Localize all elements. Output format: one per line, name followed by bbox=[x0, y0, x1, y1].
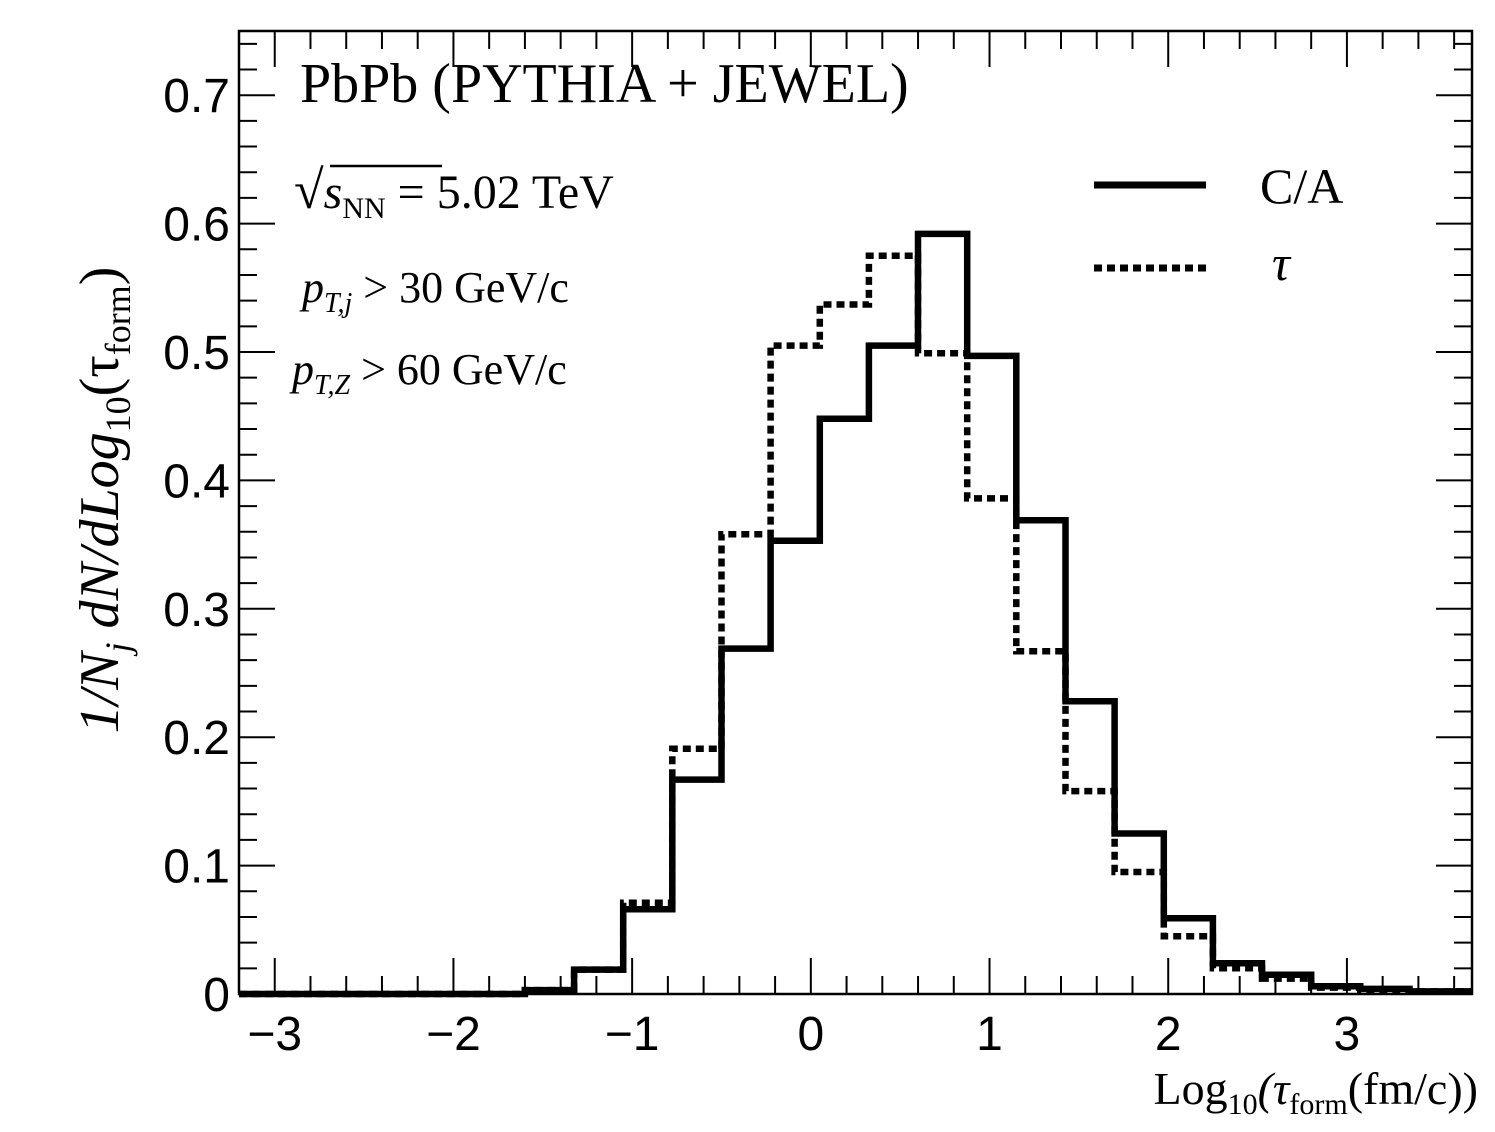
xlabel-sub-a: 10 bbox=[1228, 1088, 1258, 1121]
ptz-subscript: T,Z bbox=[314, 370, 350, 401]
x-tick-label: 0 bbox=[797, 1008, 824, 1061]
ptz-value: > 60 GeV/c bbox=[350, 345, 567, 394]
x-tick-label: −1 bbox=[605, 1008, 660, 1061]
y-tick-label: 0.2 bbox=[163, 712, 230, 765]
energy-variable: s bbox=[324, 166, 343, 219]
ptz-annotation: pT,Z > 60 GeV/c bbox=[289, 345, 567, 401]
xlabel-part-c: (fm/c)) bbox=[1348, 1063, 1478, 1114]
chart-title: PbPb (PYTHIA + JEWEL) bbox=[300, 53, 909, 115]
ptj-variable: p bbox=[299, 263, 324, 312]
x-axis-label: Log10(τform(fm/c)) bbox=[1154, 1063, 1479, 1121]
ylabel-sub-b: 10 bbox=[98, 396, 138, 432]
ylabel-part-c: (τ bbox=[69, 355, 131, 396]
ylabel-sub-a: j bbox=[98, 642, 138, 656]
ptj-subscript: T,j bbox=[324, 288, 352, 319]
y-tick-label: 0.6 bbox=[163, 199, 230, 252]
ptj-value: > 30 GeV/c bbox=[352, 263, 569, 312]
x-tick-label: 3 bbox=[1334, 1008, 1361, 1061]
series-layer bbox=[239, 230, 1472, 998]
xlabel-part-b: (τ bbox=[1258, 1063, 1291, 1114]
legend-label-tau: τ bbox=[1272, 235, 1292, 291]
x-tick-label: −2 bbox=[426, 1008, 481, 1061]
y-tick-labels: 0 0.1 0.2 0.3 0.4 0.5 0.6 0.7 bbox=[163, 70, 230, 1022]
series-line-ca bbox=[239, 230, 1472, 998]
ptz-variable: p bbox=[289, 345, 314, 394]
sqrt-symbol: √ bbox=[294, 160, 324, 220]
ylabel-sub-c: form bbox=[98, 285, 138, 355]
y-axis-label: 1/Nj dN/dLog10(τform) bbox=[69, 267, 138, 734]
ptj-annotation: pT,j > 30 GeV/c bbox=[299, 263, 569, 319]
legend: C/A τ bbox=[1094, 158, 1343, 291]
x-tick-label: −3 bbox=[247, 1008, 302, 1061]
y-tick-label: 0.1 bbox=[163, 841, 230, 894]
energy-subscript: NN bbox=[342, 192, 385, 225]
ylabel-part-a: 1/N bbox=[69, 650, 131, 734]
y-tick-label: 0.7 bbox=[163, 70, 230, 123]
xlabel-sub-b: form bbox=[1289, 1088, 1347, 1121]
energy-value: = 5.02 TeV bbox=[386, 166, 614, 219]
y-tick-label: 0.4 bbox=[163, 455, 230, 508]
legend-label-ca: C/A bbox=[1260, 158, 1343, 214]
plot-frame bbox=[237, 29, 1474, 996]
y-tick-label: 0 bbox=[203, 969, 230, 1022]
x-tick-labels: −3 −2 −1 0 1 2 3 bbox=[247, 1008, 1360, 1061]
xlabel-part-a: Log bbox=[1154, 1063, 1228, 1114]
ylabel-part-b: dN/dLog bbox=[69, 432, 131, 642]
y-tick-label: 0.5 bbox=[163, 327, 230, 380]
x-tick-label: 2 bbox=[1155, 1008, 1182, 1061]
x-tick-label: 1 bbox=[976, 1008, 1003, 1061]
energy-annotation: √sNN = 5.02 TeV bbox=[294, 160, 614, 225]
axis-ticks bbox=[238, 31, 1472, 995]
ylabel-part-d: ) bbox=[69, 267, 131, 286]
y-tick-label: 0.3 bbox=[163, 584, 230, 637]
